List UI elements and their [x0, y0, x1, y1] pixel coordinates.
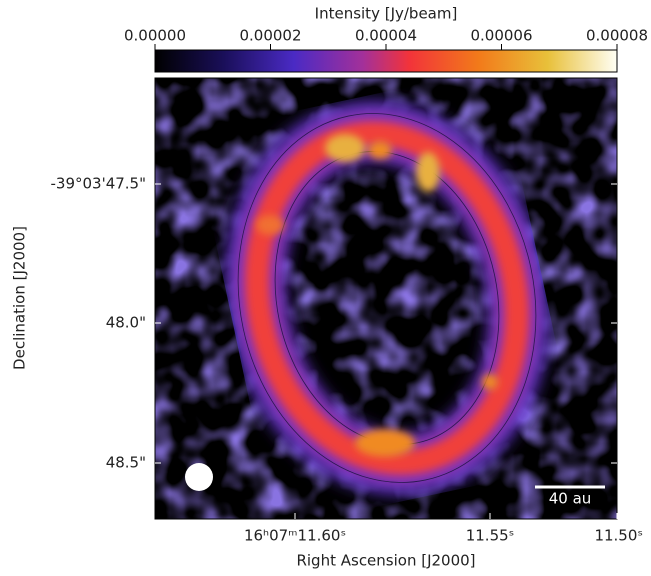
colorbar-label: Intensity [Jy/beam] — [315, 5, 458, 23]
image — [155, 78, 617, 519]
y-tick-label: 48.5" — [106, 454, 146, 472]
y-tick-label: -39°03'47.5" — [50, 175, 146, 193]
x-tick-label: 16ʰ07ᵐ11.60ˢ — [244, 527, 346, 545]
x-tick-label: 11.50ˢ — [594, 527, 643, 545]
beam — [185, 463, 213, 491]
y-tick-label: 48.0" — [106, 314, 146, 332]
colorbar — [154, 49, 618, 73]
x-axis-label: Right Ascension [J2000] — [296, 552, 475, 570]
y-axis-label: Declination [J2000] — [11, 226, 29, 370]
colorbar-tick-label: 0.00008 — [586, 27, 648, 45]
colorbar-tick-label: 0.00000 — [124, 27, 186, 45]
x-tick-label: 11.55ˢ — [466, 527, 515, 545]
colorbar-tick-label: 0.00004 — [355, 27, 417, 45]
colorbar-tick-label: 0.00002 — [239, 27, 301, 45]
plot-frame — [154, 77, 618, 520]
scale-bar-label: 40 au — [549, 490, 592, 508]
colorbar-tick-label: 0.00006 — [470, 27, 532, 45]
